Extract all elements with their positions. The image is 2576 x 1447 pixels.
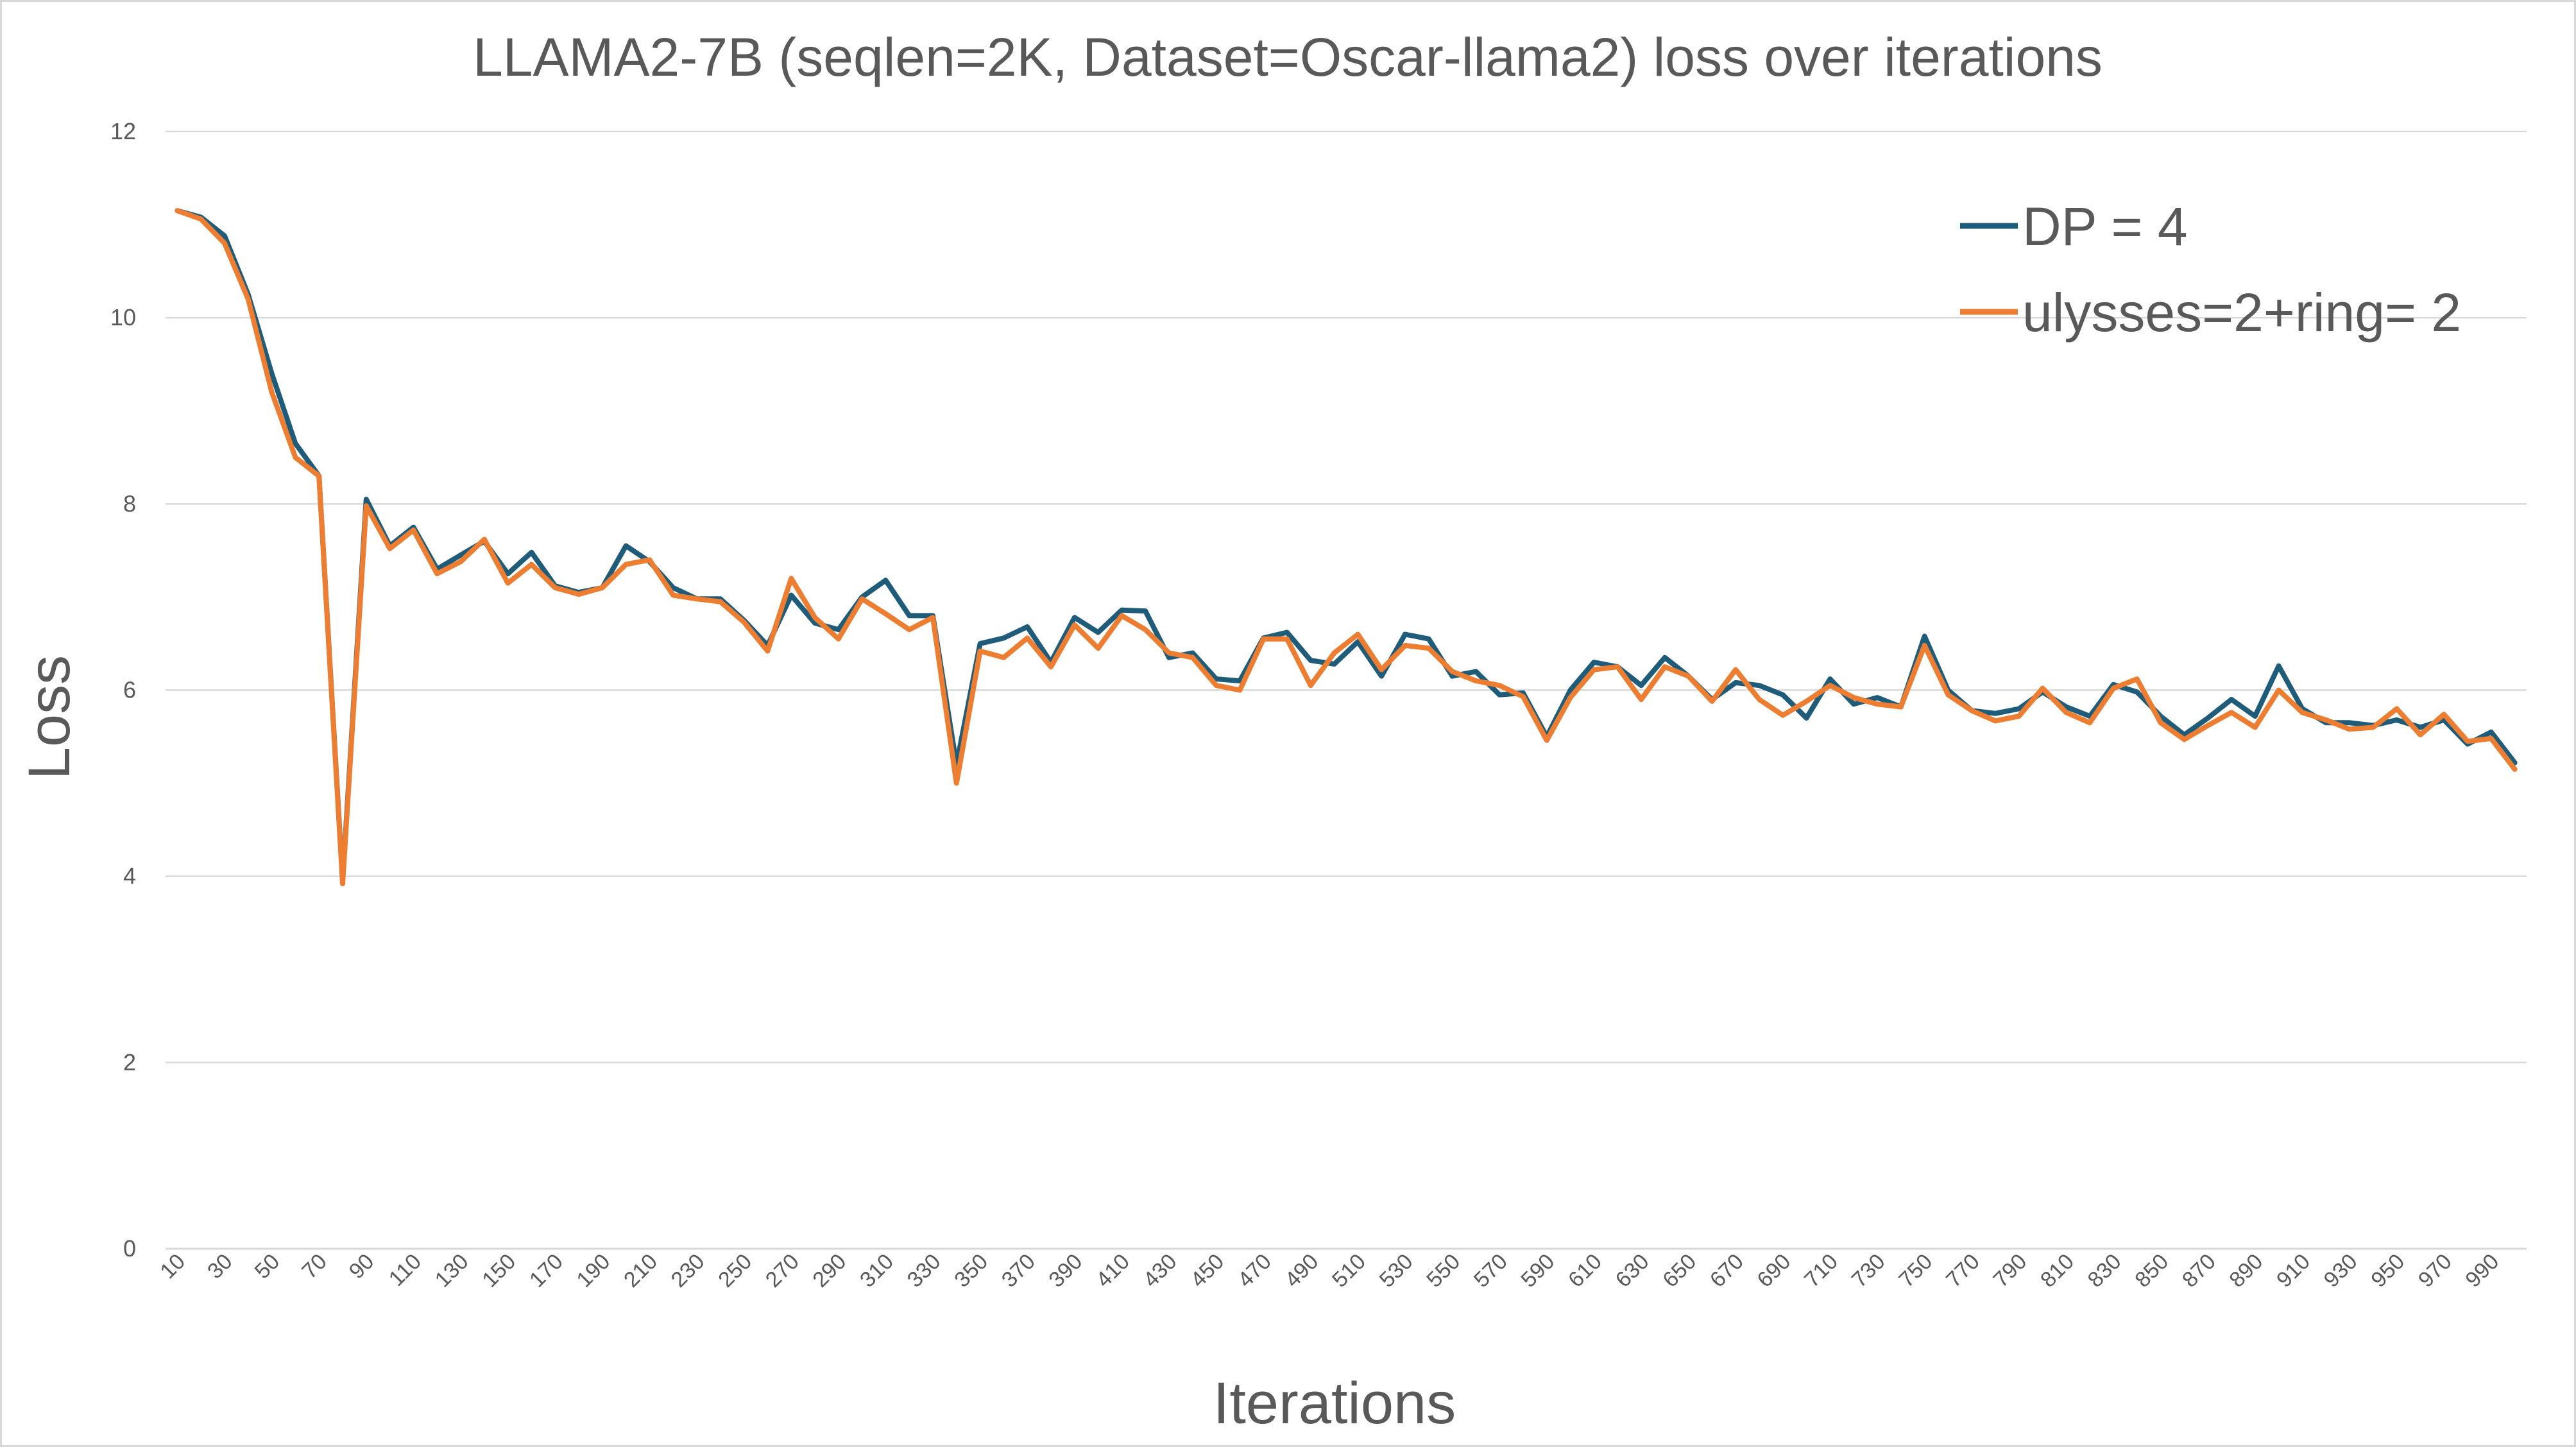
x-tick-label: 350	[950, 1249, 993, 1292]
x-tick-label: 150	[477, 1249, 520, 1292]
x-tick-label: 970	[2414, 1249, 2457, 1292]
x-tick-label: 610	[1564, 1249, 1607, 1292]
x-tick-label: 670	[1705, 1249, 1748, 1292]
x-tick-label: 430	[1139, 1249, 1182, 1292]
x-tick-label: 810	[2036, 1249, 2079, 1292]
x-tick-label: 10	[155, 1249, 190, 1284]
x-tick-label: 550	[1422, 1249, 1465, 1292]
y-tick-label: 2	[123, 1049, 136, 1075]
y-tick-label: 12	[110, 118, 136, 144]
y-tick-label: 10	[110, 304, 136, 330]
x-tick-label: 390	[1044, 1249, 1087, 1292]
x-tick-label: 790	[1988, 1249, 2031, 1292]
x-tick-label: 270	[761, 1249, 804, 1292]
legend-label-ulysses-ring: ulysses=2+ring= 2	[2022, 282, 2461, 343]
x-axis-title: Iterations	[1213, 1371, 1456, 1436]
x-tick-label: 210	[619, 1249, 662, 1292]
x-tick-label: 910	[2272, 1249, 2315, 1292]
x-tick-label: 730	[1847, 1249, 1890, 1292]
x-tick-label: 170	[525, 1249, 568, 1292]
x-tick-label: 30	[203, 1249, 237, 1284]
x-tick-label: 570	[1469, 1249, 1512, 1292]
x-tick-label: 750	[1894, 1249, 1937, 1292]
x-tick-label: 930	[2319, 1249, 2362, 1292]
x-tick-label: 510	[1327, 1249, 1370, 1292]
x-tick-label: 890	[2224, 1249, 2267, 1292]
x-tick-label: 630	[1611, 1249, 1654, 1292]
x-tick-label: 90	[345, 1249, 379, 1284]
x-tick-label: 330	[903, 1249, 946, 1292]
x-tick-label: 470	[1233, 1249, 1276, 1292]
x-tick-label: 190	[572, 1249, 615, 1292]
x-tick-label: 770	[1941, 1249, 1984, 1292]
legend: DP = 4 ulysses=2+ring= 2	[1960, 196, 2461, 343]
x-tick-label: 130	[431, 1249, 473, 1292]
y-tick-label: 0	[123, 1235, 136, 1262]
x-tick-label: 870	[2178, 1249, 2221, 1292]
x-axis-tick-labels: 10 30 50 70 90 110 130 150 170 190 210 230 250 270 290…	[155, 1249, 2503, 1292]
x-tick-label: 450	[1186, 1249, 1229, 1292]
y-tick-label: 8	[123, 490, 136, 517]
x-tick-label: 530	[1375, 1249, 1418, 1292]
x-tick-label: 830	[2083, 1249, 2126, 1292]
x-tick-label: 650	[1658, 1249, 1701, 1292]
x-tick-label: 230	[667, 1249, 710, 1292]
x-tick-label: 70	[297, 1249, 332, 1284]
x-tick-label: 50	[250, 1249, 285, 1284]
chart-title: LLAMA2-7B (seqlen=2K, Dataset=Oscar-llam…	[473, 27, 2103, 87]
x-tick-label: 490	[1280, 1249, 1323, 1292]
x-tick-label: 410	[1091, 1249, 1134, 1292]
x-tick-label: 950	[2366, 1249, 2409, 1292]
series-line-ulysses-ring	[175, 208, 2518, 887]
x-tick-label: 310	[855, 1249, 898, 1292]
y-axis-tick-labels: 0 2 4 6 8 10 12	[110, 118, 136, 1262]
legend-label-dp4: DP = 4	[2022, 196, 2188, 257]
y-tick-label: 4	[123, 863, 136, 889]
x-tick-label: 710	[1800, 1249, 1843, 1292]
x-tick-label: 250	[713, 1249, 756, 1292]
x-tick-label: 690	[1752, 1249, 1795, 1292]
x-tick-label: 990	[2461, 1249, 2503, 1292]
series-lines	[175, 208, 2518, 887]
x-tick-label: 370	[997, 1249, 1040, 1292]
x-tick-label: 110	[384, 1249, 426, 1291]
y-tick-label: 6	[123, 677, 136, 703]
x-tick-label: 590	[1516, 1249, 1559, 1292]
x-tick-label: 850	[2130, 1249, 2173, 1292]
y-axis-title: Loss	[17, 655, 82, 780]
x-tick-label: 290	[808, 1249, 851, 1292]
